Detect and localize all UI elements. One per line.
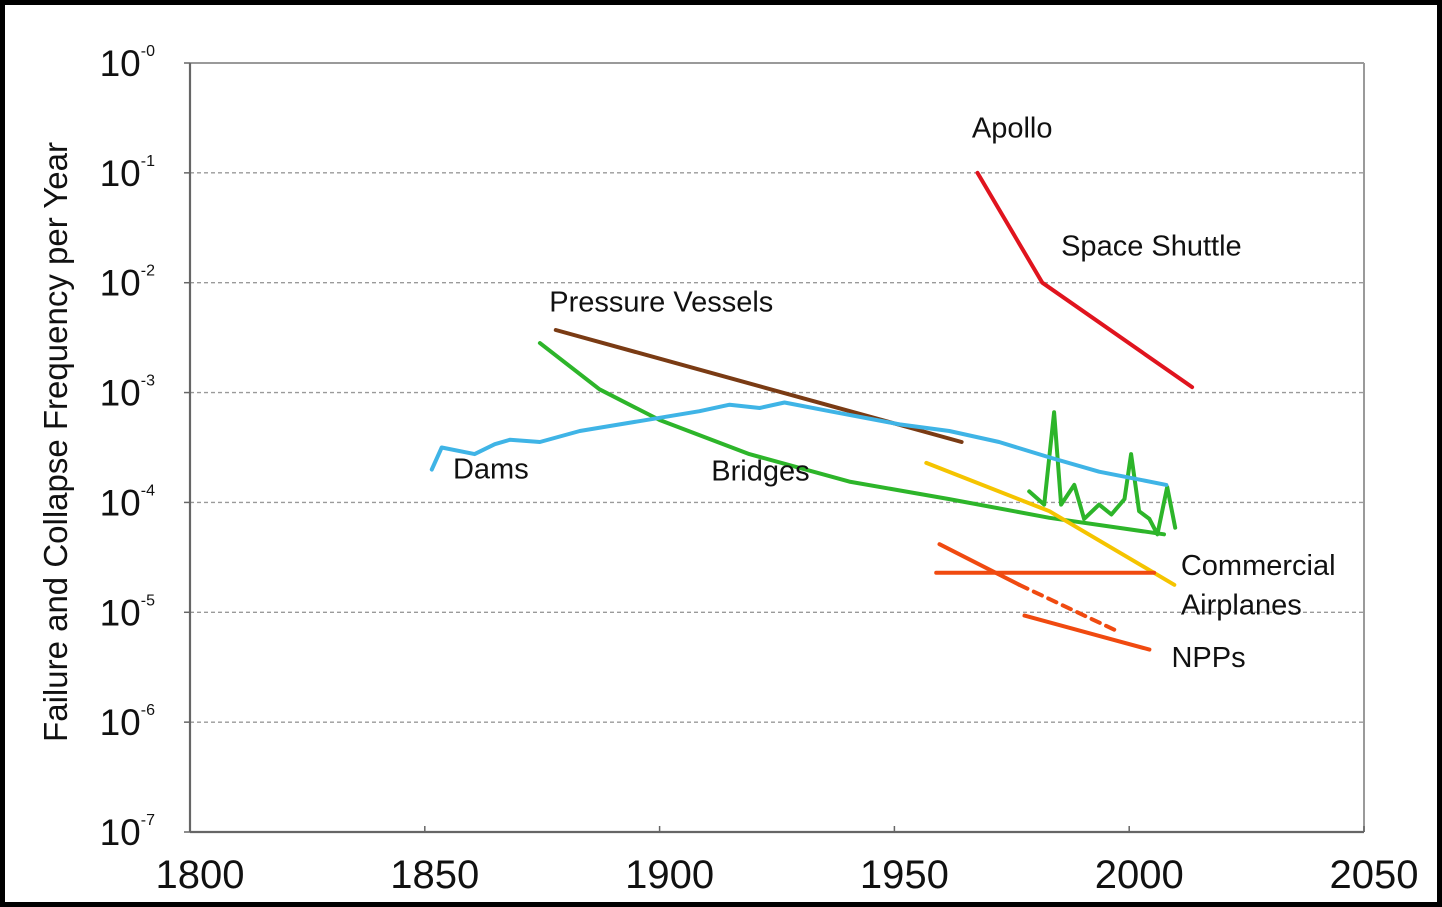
chart: 10-0 10-1 10-2 10-3 10-4 10-5 10-6 10-7 1800 185…: [37, 43, 1419, 897]
chart-frame: 10-0 10-1 10-2 10-3 10-4 10-5 10-6 10-7 1800 185…: [5, 5, 1437, 902]
y-axis-label: Failure and Collapse Frequency per Year: [37, 142, 74, 742]
y-tick-label: 10-7: [100, 812, 155, 853]
annotation-commercial: Commercial: [1181, 550, 1336, 582]
annotation-npps: NPPs: [1171, 642, 1245, 674]
series-lines: [429, 170, 1195, 652]
y-tick-label: 10-1: [100, 153, 155, 194]
x-tick-label: 1900: [625, 853, 714, 897]
annotations: Apollo Space Shuttle Pressure Vessels Dams B…: [453, 113, 1336, 675]
annotation-apollo: Apollo: [972, 113, 1053, 145]
y-tick-label: 10-5: [100, 592, 155, 633]
y-tick-labels: 10-0 10-1 10-2 10-3 10-4 10-5 10-6 10-7: [100, 43, 155, 853]
x-tick-label: 1850: [390, 853, 479, 897]
series-apollo-space-shuttle: [975, 170, 1195, 390]
series-bridges-annual: [1027, 410, 1178, 537]
y-tick-label: 10-2: [100, 263, 155, 304]
x-tick-label: 2000: [1095, 853, 1184, 897]
series-npps-early-trend: [937, 542, 1022, 587]
x-tick-labels: 1800 1850 1900 1950 2000 2050: [156, 853, 1419, 897]
axes: [184, 62, 1365, 834]
series-npps-projected: [1017, 582, 1122, 635]
series-dams: [429, 400, 1169, 487]
annotation-dams: Dams: [453, 453, 529, 485]
y-tick-label: 10-0: [100, 43, 155, 84]
series-bridges-trend: [537, 341, 1166, 537]
x-tick-label: 2050: [1330, 853, 1419, 897]
annotation-pressure-vessels: Pressure Vessels: [549, 286, 773, 318]
y-tick-label: 10-4: [100, 482, 155, 523]
x-tick-label: 1800: [156, 853, 245, 897]
annotation-bridges: Bridges: [711, 455, 809, 487]
series-commercial-airplanes: [924, 460, 1177, 587]
x-tick-label: 1950: [860, 853, 949, 897]
series-npps-recent-trend: [1022, 613, 1152, 652]
annotation-space-shuttle: Space Shuttle: [1061, 230, 1242, 262]
y-tick-label: 10-3: [100, 373, 155, 414]
y-tick-label: 10-6: [100, 702, 155, 743]
annotation-airplanes: Airplanes: [1181, 589, 1302, 621]
